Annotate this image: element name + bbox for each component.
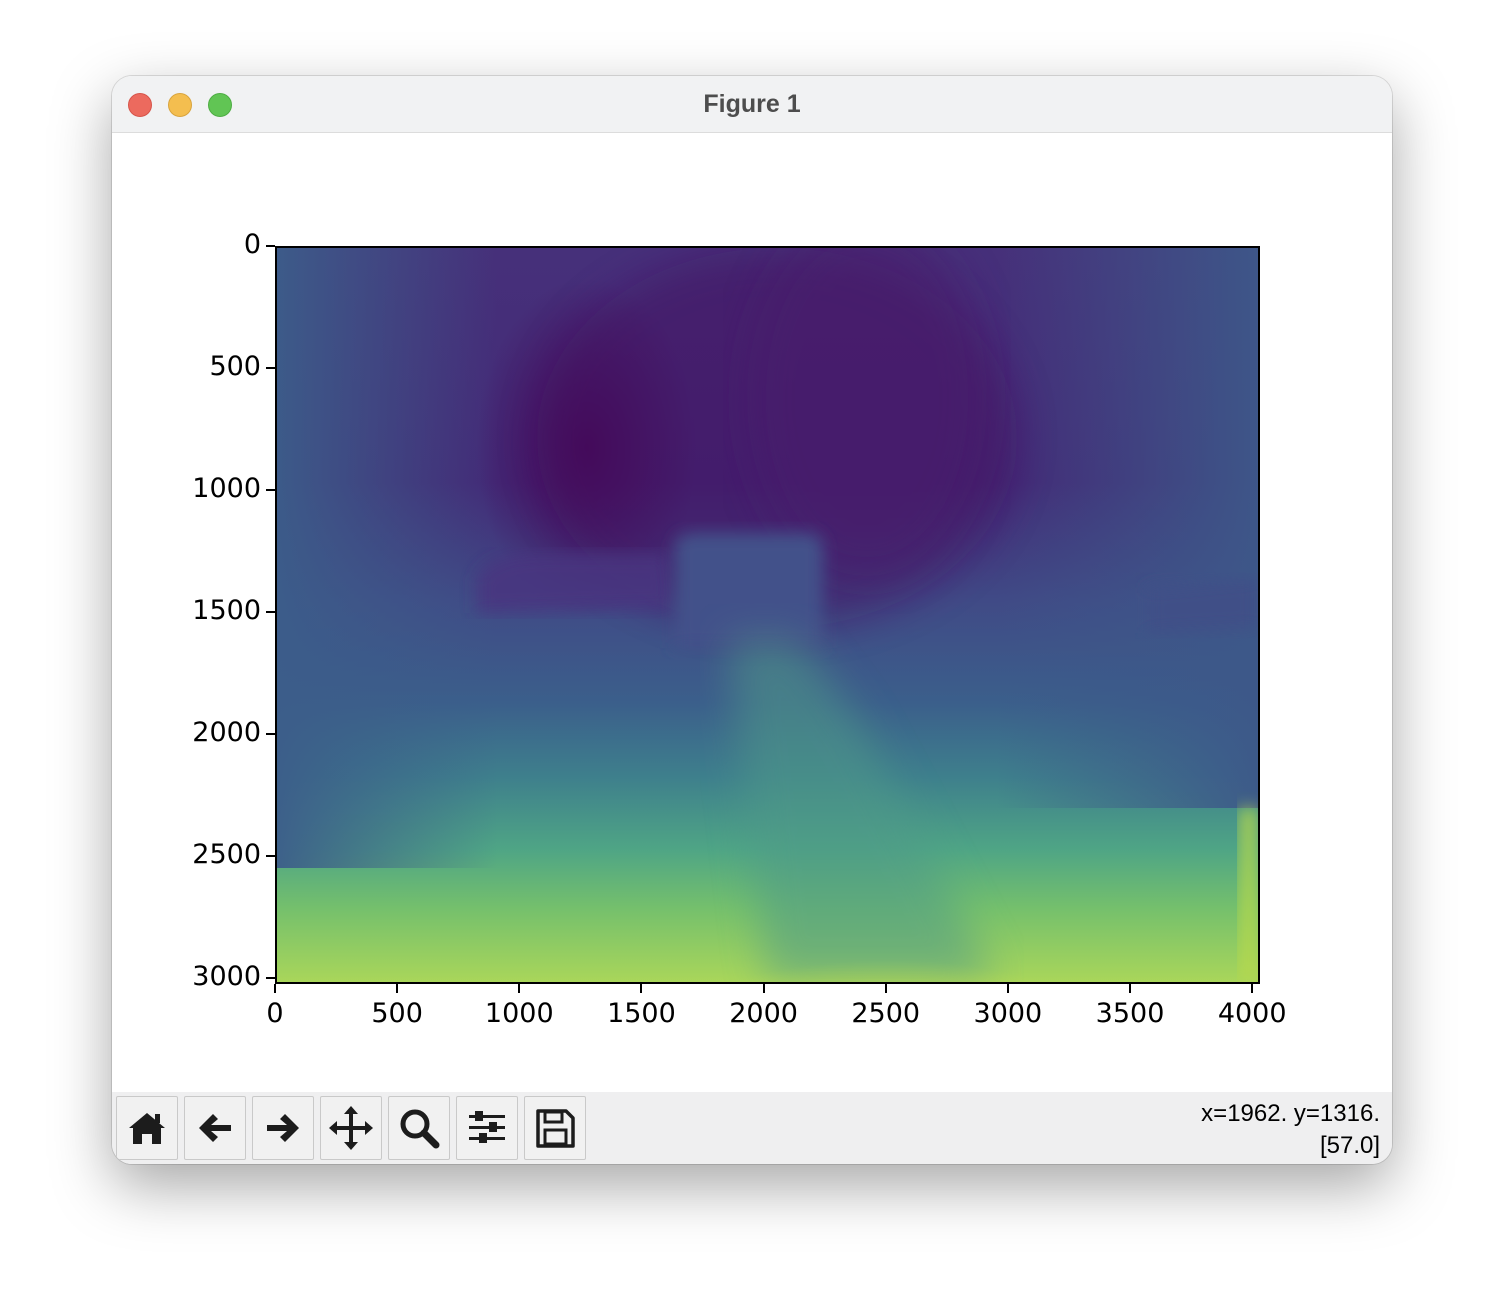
y-tick bbox=[266, 977, 275, 980]
x-tick-label: 1500 bbox=[607, 998, 676, 1029]
x-tick bbox=[884, 984, 887, 993]
back-arrow-icon bbox=[199, 1114, 231, 1142]
save-button[interactable] bbox=[524, 1096, 586, 1160]
depth-heatmap bbox=[277, 248, 1258, 982]
back-button[interactable] bbox=[184, 1096, 246, 1160]
cursor-status: x=1962. y=1316. [57.0] bbox=[1201, 1098, 1380, 1162]
y-tick bbox=[266, 733, 275, 736]
navigation-toolbar: x=1962. y=1316. [57.0] bbox=[112, 1092, 1392, 1164]
y-tick-label: 500 bbox=[209, 351, 261, 383]
y-tick-label: 2500 bbox=[192, 839, 261, 871]
pan-icon bbox=[329, 1106, 373, 1150]
y-tick-label: 0 bbox=[243, 229, 261, 260]
y-tick bbox=[266, 489, 275, 492]
configure-subplots-button[interactable] bbox=[456, 1096, 518, 1160]
x-tick bbox=[396, 984, 399, 993]
forward-arrow-icon bbox=[267, 1114, 299, 1142]
x-tick bbox=[1006, 984, 1009, 993]
zoom-icon bbox=[400, 1109, 440, 1149]
home-icon bbox=[129, 1113, 165, 1144]
x-tick-label: 500 bbox=[371, 998, 423, 1029]
y-tick-label: 2000 bbox=[192, 717, 261, 749]
x-tick-label: 2000 bbox=[729, 998, 798, 1029]
x-tick bbox=[1251, 984, 1254, 993]
x-tick bbox=[518, 984, 521, 993]
depth-map-image[interactable] bbox=[275, 246, 1260, 984]
x-tick-label: 3500 bbox=[1095, 998, 1165, 1029]
save-icon bbox=[536, 1109, 575, 1148]
window-title: Figure 1 bbox=[703, 90, 801, 118]
configure-subplots-icon bbox=[469, 1111, 505, 1143]
figure-canvas[interactable]: 0 500 1000 1500 2000 2500 3000 0 500 1000 1500 200… bbox=[112, 133, 1392, 1091]
zoom-button[interactable] bbox=[388, 1096, 450, 1160]
maximize-window-button[interactable] bbox=[208, 93, 232, 117]
close-window-button[interactable] bbox=[128, 93, 152, 117]
x-tick-label: 3000 bbox=[973, 998, 1043, 1029]
x-tick bbox=[640, 984, 643, 993]
x-tick bbox=[762, 984, 765, 993]
title-bar: Figure 1 bbox=[112, 76, 1392, 133]
x-tick bbox=[1129, 984, 1132, 993]
pan-button[interactable] bbox=[320, 1096, 382, 1160]
cursor-value: [57.0] bbox=[1319, 1132, 1380, 1159]
y-tick bbox=[266, 855, 275, 858]
y-tick bbox=[266, 367, 275, 370]
y-tick bbox=[266, 245, 275, 247]
x-tick-label: 2500 bbox=[851, 998, 921, 1029]
home-button[interactable] bbox=[116, 1096, 178, 1160]
figure-window: Figure 1 bbox=[112, 76, 1392, 1164]
y-tick-label: 3000 bbox=[192, 961, 261, 993]
x-tick-label: 0 bbox=[266, 998, 284, 1029]
y-tick bbox=[266, 611, 275, 614]
forward-button[interactable] bbox=[252, 1096, 314, 1160]
x-tick-label: 1000 bbox=[484, 998, 554, 1029]
y-tick-label: 1000 bbox=[192, 473, 261, 505]
minimize-window-button[interactable] bbox=[168, 93, 192, 117]
x-tick-label: 4000 bbox=[1217, 998, 1287, 1029]
y-tick-label: 1500 bbox=[192, 595, 261, 627]
x-tick bbox=[274, 984, 276, 993]
cursor-coordinates: x=1962. y=1316. bbox=[1201, 1100, 1380, 1127]
